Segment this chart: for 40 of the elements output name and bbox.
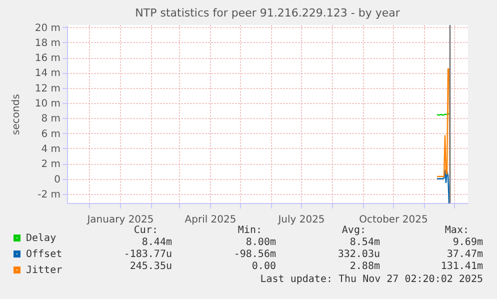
y-tick-label: 14 m xyxy=(34,68,60,80)
text: 9.69m xyxy=(452,237,483,248)
x-tick-label: April 2025 xyxy=(184,214,236,226)
y-tick-label: 6 m xyxy=(41,128,60,140)
text: -183.77u xyxy=(124,249,172,260)
text: Last update: Thu Nov 27 02:20:02 2025 xyxy=(260,274,483,285)
text: 332.03u xyxy=(338,249,380,260)
text: 37.47m xyxy=(446,249,483,260)
text: 131.41m xyxy=(440,261,483,272)
chart-title: NTP statistics for peer 91.216.229.123 - by year xyxy=(135,6,400,20)
y-tick-label: -2 m xyxy=(38,189,60,200)
y-tick-label: 18 m xyxy=(34,38,60,49)
text: 0.00 xyxy=(252,261,276,272)
y-tick-label: 16 m xyxy=(34,53,60,64)
legend-label: Delay xyxy=(26,233,56,244)
y-tick-label: 2 m xyxy=(41,159,60,170)
y-tick-label: 0 xyxy=(54,174,60,186)
text: 8.44m xyxy=(142,237,172,248)
line-series xyxy=(436,68,451,178)
y-tick-label: 12 m xyxy=(34,83,60,94)
text: 2.88m xyxy=(350,261,380,272)
text: Avg: xyxy=(342,225,366,236)
text: Cur: xyxy=(134,225,158,236)
y-axis-title: seconds xyxy=(10,94,22,135)
y-tick-label: 4 m xyxy=(41,144,60,155)
text: 245.35u xyxy=(130,261,172,272)
text: 8.54m xyxy=(350,237,380,248)
x-tick-label: July 2025 xyxy=(277,214,325,226)
y-tick-label: 10 m xyxy=(34,98,60,110)
x-tick-label: January 2025 xyxy=(86,214,154,226)
y-tick-label: 20 m xyxy=(34,22,60,34)
x-tick-label: October 2025 xyxy=(359,214,428,226)
line-series xyxy=(436,170,451,204)
legend-label: Offset xyxy=(26,249,62,260)
y-tick-label: 8 m xyxy=(41,114,60,125)
text: Min: xyxy=(238,225,262,236)
legend-label: Jitter xyxy=(26,265,62,276)
text: 8.00m xyxy=(246,237,276,248)
text: Max: xyxy=(444,225,469,236)
text: -98.56m xyxy=(234,249,276,260)
